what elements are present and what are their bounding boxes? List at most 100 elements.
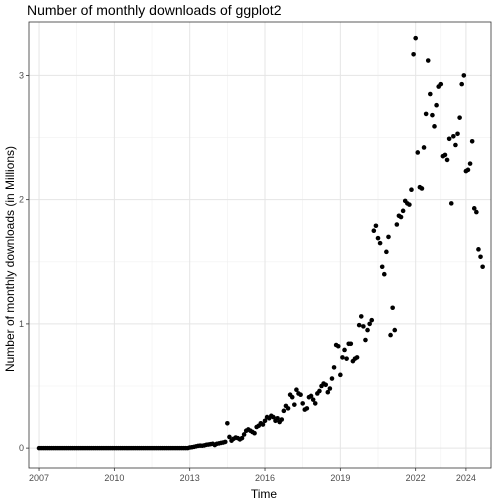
data-point	[327, 386, 333, 391]
y-tick-label: 1	[19, 319, 24, 329]
x-tick-label: 2022	[406, 473, 426, 483]
chart-title: Number of monthly downloads of ggplot2	[27, 2, 282, 18]
data-point	[367, 321, 372, 327]
data-point	[227, 434, 232, 440]
data-point	[428, 91, 433, 97]
data-point	[331, 365, 337, 370]
data-point	[308, 393, 314, 399]
x-tick-label: 2016	[255, 473, 275, 483]
data-points	[36, 35, 485, 451]
data-point	[323, 382, 329, 388]
data-point	[465, 167, 471, 173]
x-axis-title: Time	[251, 487, 278, 501]
data-point	[471, 206, 477, 211]
data-point	[369, 317, 375, 323]
data-point	[279, 417, 285, 422]
data-point	[457, 115, 462, 120]
data-point	[438, 81, 444, 87]
minor-gridlines	[29, 22, 491, 468]
data-point	[442, 152, 448, 158]
data-point	[239, 435, 245, 441]
data-point	[474, 209, 479, 215]
data-point	[459, 81, 464, 87]
plot-panel	[29, 22, 491, 468]
data-point	[222, 439, 228, 445]
x-tick-label: 2019	[330, 473, 350, 483]
data-point	[434, 102, 439, 108]
y-axis-ticks: 0 1 2 3	[19, 70, 29, 453]
x-tick-label: 2024	[456, 473, 476, 483]
data-point	[300, 401, 305, 406]
data-point	[281, 408, 287, 414]
data-point	[329, 376, 335, 381]
data-point	[407, 202, 412, 207]
data-point	[421, 145, 427, 150]
data-point	[325, 389, 331, 395]
major-gridlines	[29, 22, 491, 468]
data-point	[430, 112, 435, 118]
data-point	[373, 223, 379, 229]
data-point	[446, 136, 452, 142]
data-point	[455, 131, 460, 137]
data-point	[285, 406, 291, 411]
data-point	[340, 355, 345, 360]
data-point	[241, 432, 247, 437]
data-point	[453, 142, 458, 148]
data-point	[478, 254, 483, 260]
y-tick-label: 3	[19, 70, 24, 80]
data-point	[476, 247, 481, 252]
data-point	[317, 388, 322, 394]
data-point	[361, 324, 366, 329]
data-point	[451, 133, 456, 139]
data-point	[425, 58, 431, 63]
y-tick-label: 0	[19, 443, 24, 453]
data-point	[377, 240, 383, 246]
data-point	[480, 264, 485, 270]
data-point	[469, 138, 475, 144]
y-axis-title: Number of monthly downloads (in Millions…	[3, 146, 17, 372]
data-point	[342, 347, 347, 353]
data-point	[335, 343, 341, 349]
data-point	[400, 208, 406, 214]
data-point	[348, 341, 354, 347]
data-point	[461, 73, 467, 78]
data-point	[423, 111, 429, 117]
data-point	[260, 422, 266, 427]
data-point	[338, 372, 343, 378]
x-axis-ticks: 2007 2010 2013 2016 2019 2022 2024	[29, 468, 476, 483]
data-point	[375, 235, 381, 241]
data-point	[381, 271, 387, 277]
data-point	[384, 249, 389, 255]
data-point	[225, 420, 230, 426]
data-point	[289, 394, 295, 400]
data-point	[392, 327, 398, 333]
data-point	[271, 414, 276, 420]
data-point	[371, 228, 377, 234]
data-point	[344, 356, 349, 361]
data-point	[394, 222, 400, 227]
data-point	[275, 416, 280, 421]
plot-panel-border	[28, 21, 492, 469]
data-point	[358, 314, 364, 319]
data-point	[252, 430, 257, 436]
data-point	[292, 402, 297, 407]
data-point	[379, 264, 385, 270]
data-point	[432, 124, 437, 129]
data-point	[467, 161, 473, 166]
data-point	[304, 406, 310, 411]
data-point	[444, 157, 450, 163]
data-point	[354, 355, 360, 360]
data-point	[294, 387, 299, 393]
x-tick-label: 2010	[104, 473, 124, 483]
data-point	[415, 150, 421, 155]
x-tick-label: 2007	[29, 473, 49, 483]
data-point	[448, 201, 454, 206]
data-point	[356, 322, 362, 328]
data-point	[312, 401, 318, 406]
data-point	[409, 187, 414, 193]
y-tick-label: 2	[19, 195, 24, 205]
data-point	[388, 332, 393, 338]
data-point	[390, 305, 395, 311]
data-point	[413, 35, 418, 41]
